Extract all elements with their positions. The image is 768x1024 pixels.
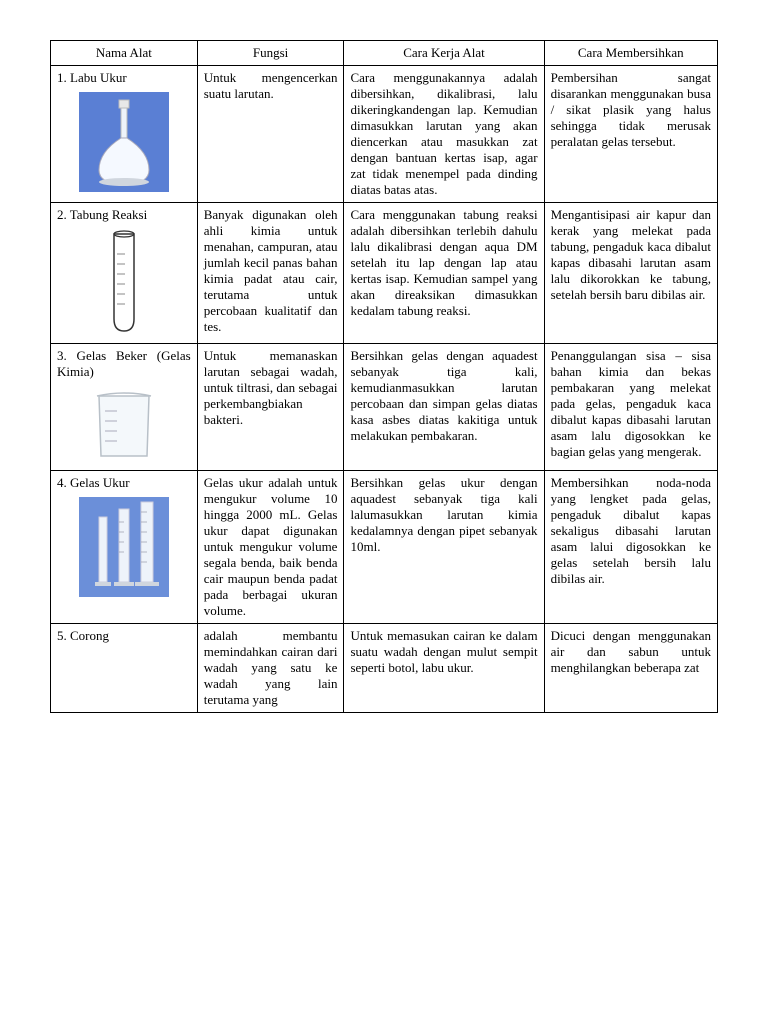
equipment-name: 5. Corong: [57, 628, 191, 644]
cell-bersih: Mengantisipasi air kapur dan kerak yang …: [544, 203, 717, 344]
header-bersih: Cara Membersihkan: [544, 41, 717, 66]
flask-icon: [57, 92, 191, 192]
header-fungsi: Fungsi: [197, 41, 344, 66]
cell-fungsi: Gelas ukur adalah untuk mengukur volume …: [197, 471, 344, 624]
cell-fungsi: Untuk mengencerkan suatu larutan.: [197, 66, 344, 203]
cell-bersih: Dicuci dengan menggunakan air dan sabun …: [544, 624, 717, 713]
table-row: 1. Labu Ukur Untuk mengencerkan suatu la…: [51, 66, 718, 203]
cell-nama: 1. Labu Ukur: [51, 66, 198, 203]
table-row: 2. Tabung Reaksi Banyak digunakan oleh a…: [51, 203, 718, 344]
header-nama: Nama Alat: [51, 41, 198, 66]
cell-cara: Bersihkan gelas dengan aquadest sebanyak…: [344, 344, 544, 471]
lab-equipment-table: Nama Alat Fungsi Cara Kerja Alat Cara Me…: [50, 40, 718, 713]
equipment-name: 3. Gelas Beker (Gelas Kimia): [57, 348, 191, 380]
cell-bersih: Penanggulangan sisa – sisa bahan kimia d…: [544, 344, 717, 471]
cell-nama: 3. Gelas Beker (Gelas Kimia): [51, 344, 198, 471]
cell-cara: Cara menggunakan tabung reaksi adalah di…: [344, 203, 544, 344]
beaker-icon: [57, 386, 191, 466]
cell-bersih: Pembersihan sangat disarankan menggunaka…: [544, 66, 717, 203]
cell-nama: 4. Gelas Ukur: [51, 471, 198, 624]
table-row: 5. Corong adalah membantu memindahkan cai…: [51, 624, 718, 713]
equipment-name: 1. Labu Ukur: [57, 70, 191, 86]
cell-fungsi: Untuk memanaskan larutan sebagai wadah, …: [197, 344, 344, 471]
cell-nama: 5. Corong: [51, 624, 198, 713]
cell-nama: 2. Tabung Reaksi: [51, 203, 198, 344]
cell-cara: Cara menggunakannya adalah dibersihkan, …: [344, 66, 544, 203]
table-row: 4. Gelas Ukur Gelas ukur adalah untuk me…: [51, 471, 718, 624]
table-header-row: Nama Alat Fungsi Cara Kerja Alat Cara Me…: [51, 41, 718, 66]
graduated-icon: [57, 497, 191, 597]
cell-fungsi: Banyak digunakan oleh ahli kimia untuk m…: [197, 203, 344, 344]
cell-fungsi: adalah membantu memindahkan cairan dari …: [197, 624, 344, 713]
header-cara: Cara Kerja Alat: [344, 41, 544, 66]
cell-cara: Untuk memasukan cairan ke dalam suatu wa…: [344, 624, 544, 713]
testtube-icon: [57, 229, 191, 339]
cell-cara: Bersihkan gelas ukur dengan aquadest seb…: [344, 471, 544, 624]
cell-bersih: Membersihkan noda-noda yang lengket pada…: [544, 471, 717, 624]
equipment-name: 2. Tabung Reaksi: [57, 207, 191, 223]
table-row: 3. Gelas Beker (Gelas Kimia) Untuk meman…: [51, 344, 718, 471]
equipment-name: 4. Gelas Ukur: [57, 475, 191, 491]
